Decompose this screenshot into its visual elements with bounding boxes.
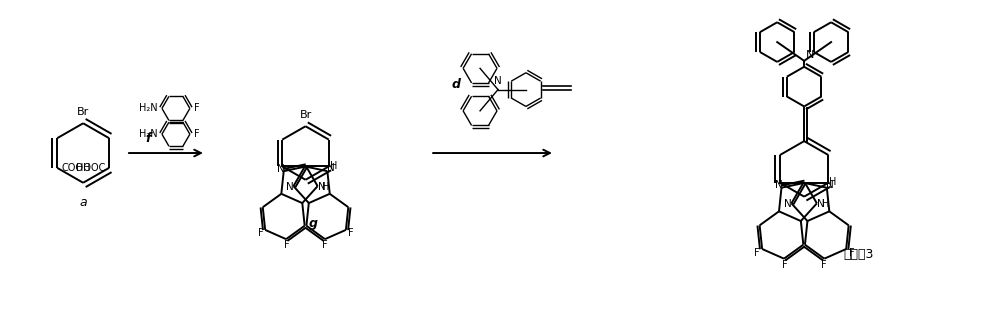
Text: d: d [452, 78, 461, 91]
Text: Br: Br [299, 110, 312, 120]
Text: g: g [309, 217, 318, 230]
Text: N: N [286, 182, 294, 192]
Text: F: F [849, 248, 854, 258]
Text: H: H [822, 199, 829, 209]
Text: F: F [322, 240, 327, 250]
Text: H: H [330, 160, 337, 170]
Text: F: F [754, 248, 760, 258]
Text: H₂N: H₂N [139, 104, 158, 114]
Text: N: N [806, 50, 815, 60]
Text: F: F [194, 104, 199, 114]
Text: F: F [284, 240, 290, 250]
Text: a: a [79, 196, 87, 209]
Text: N: N [817, 199, 825, 209]
Text: F: F [782, 260, 787, 270]
Text: F: F [821, 260, 826, 270]
Text: N: N [826, 180, 834, 190]
Text: F: F [258, 228, 263, 238]
Text: N: N [494, 76, 502, 86]
Text: H: H [829, 177, 837, 187]
Text: f: f [145, 132, 151, 145]
Text: COOH: COOH [61, 163, 91, 173]
Text: HOOC: HOOC [76, 163, 105, 173]
Text: F: F [194, 129, 199, 139]
Text: H₂N: H₂N [139, 129, 158, 139]
Text: H: H [322, 182, 330, 192]
Text: F: F [348, 228, 354, 238]
Text: N: N [775, 180, 783, 190]
Text: N: N [277, 164, 285, 174]
Text: N: N [784, 199, 792, 209]
Text: N: N [327, 163, 335, 173]
Text: N: N [318, 182, 326, 192]
Text: Br: Br [77, 107, 89, 117]
Text: 化合物3: 化合物3 [844, 248, 874, 261]
